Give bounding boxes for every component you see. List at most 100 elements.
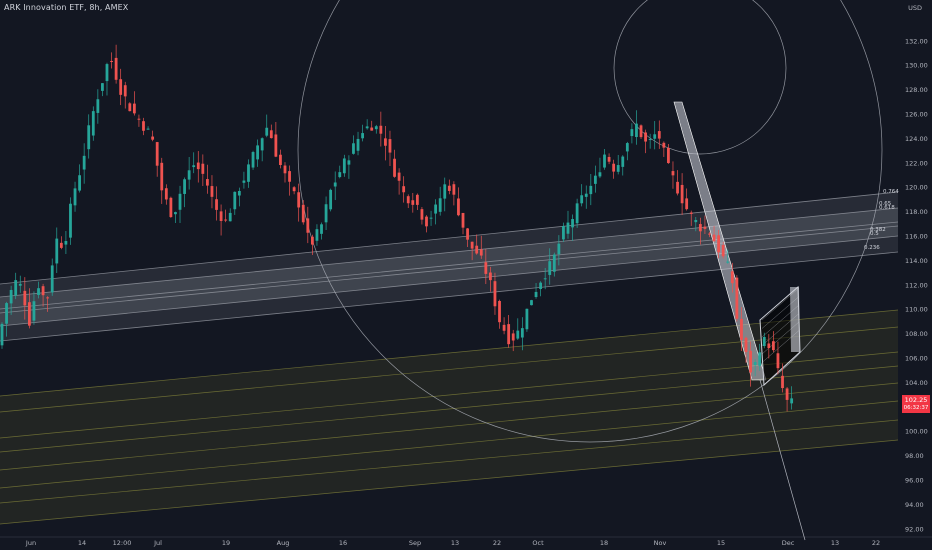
time-tick-label: 13 — [831, 539, 839, 547]
candle-body — [607, 156, 611, 162]
lower-channel-line — [0, 365, 899, 453]
candle-body — [484, 262, 488, 274]
candle-body — [479, 249, 483, 256]
candle-body — [160, 162, 164, 191]
candle-body — [192, 165, 196, 168]
upper-channel-line — [0, 251, 899, 342]
candle-body — [292, 187, 296, 192]
candle-body — [730, 271, 734, 284]
candle-body — [703, 226, 707, 229]
candle-body — [662, 142, 666, 148]
candle-body — [507, 324, 511, 345]
time-tick-label: 14 — [78, 539, 86, 547]
candle-body — [516, 330, 520, 339]
price-tick-label: 118.00 — [905, 208, 928, 216]
time-tick-label: 13 — [451, 539, 459, 547]
candle-body — [132, 103, 136, 114]
candle-body — [78, 175, 81, 191]
time-tick-label: Jun — [25, 539, 36, 547]
candle-body — [114, 57, 118, 80]
candle-body — [370, 127, 374, 131]
candle-body — [776, 353, 780, 369]
time-tick-label: 16 — [339, 539, 347, 547]
price-tick-label: 92.00 — [905, 525, 924, 533]
candle-body — [233, 191, 237, 210]
fib-level-label: 0.382 — [870, 227, 886, 233]
time-tick-label: 15 — [717, 539, 725, 547]
candle-body — [69, 203, 72, 238]
candle-body — [324, 204, 328, 223]
price-tick-label: 130.00 — [905, 62, 928, 70]
price-tick-label: 126.00 — [905, 111, 928, 119]
candle-body — [265, 127, 269, 136]
candle-body — [279, 154, 282, 166]
candle-body — [534, 291, 538, 298]
candle-body — [475, 245, 479, 254]
candle-body — [415, 194, 419, 205]
candle-body — [443, 184, 447, 199]
upper-channel-line — [0, 207, 899, 298]
trend-extension-line — [759, 379, 806, 541]
candle-body — [142, 121, 145, 131]
candle-body — [105, 64, 109, 82]
candle-body — [781, 375, 784, 389]
candle-body — [598, 172, 602, 177]
candle-body — [87, 125, 91, 150]
last-price: 102.25 — [904, 396, 928, 404]
candle-body — [530, 300, 533, 306]
price-tick-label: 132.00 — [905, 37, 928, 45]
candle-body — [329, 189, 333, 210]
candle-body — [338, 172, 342, 178]
candle-body — [206, 179, 209, 186]
price-tick-label: 110.00 — [905, 306, 928, 314]
candle-body — [256, 145, 260, 160]
candle-body — [361, 133, 364, 139]
price-tick-label: 114.00 — [905, 257, 928, 265]
candle-body — [393, 158, 396, 177]
candle-body — [384, 138, 387, 146]
time-tick-label: Jul — [153, 539, 162, 547]
candle-body — [566, 222, 570, 234]
candle-body — [785, 388, 789, 400]
candle-body — [164, 188, 168, 200]
symbol-title: ARK Innovation ETF, 8h, AMEX — [4, 3, 129, 12]
candle-body — [470, 241, 474, 249]
candle-body — [297, 192, 301, 208]
candle-body — [767, 343, 771, 349]
fib-level-label: 0.236 — [864, 245, 880, 251]
candle-body — [228, 212, 232, 222]
candle-body — [151, 136, 155, 140]
fib-level-label: 0.5 — [870, 231, 879, 237]
candle-body — [155, 142, 159, 166]
price-tick-label: 122.00 — [905, 159, 928, 167]
upper-channel-line — [0, 235, 899, 327]
candle-body — [137, 118, 141, 120]
currency-label: USD — [908, 4, 922, 12]
candle-body — [310, 236, 314, 245]
candle-body — [575, 203, 579, 224]
candle-body — [50, 265, 54, 293]
candle-body — [123, 85, 127, 97]
candle-body — [46, 297, 50, 299]
candle-body — [374, 126, 378, 130]
time-tick-label: 19 — [222, 539, 230, 547]
candle-body — [247, 164, 250, 182]
lower-channel-line — [0, 439, 899, 525]
candle-body — [689, 212, 693, 214]
candle-body — [616, 165, 620, 172]
price-tick-label: 112.00 — [905, 281, 928, 289]
candle-body — [283, 165, 287, 174]
price-tick-label: 98.00 — [905, 452, 924, 460]
lower-channel-fill — [0, 310, 898, 524]
price-axis[interactable] — [898, 0, 932, 550]
price-tick-label: 124.00 — [905, 135, 928, 143]
candle-body — [525, 308, 529, 330]
candle-body — [758, 352, 762, 366]
candle-body — [110, 60, 113, 62]
candle-body — [183, 179, 186, 194]
candle-body — [571, 219, 574, 228]
candle-body — [466, 228, 469, 240]
candle-body — [333, 182, 337, 187]
